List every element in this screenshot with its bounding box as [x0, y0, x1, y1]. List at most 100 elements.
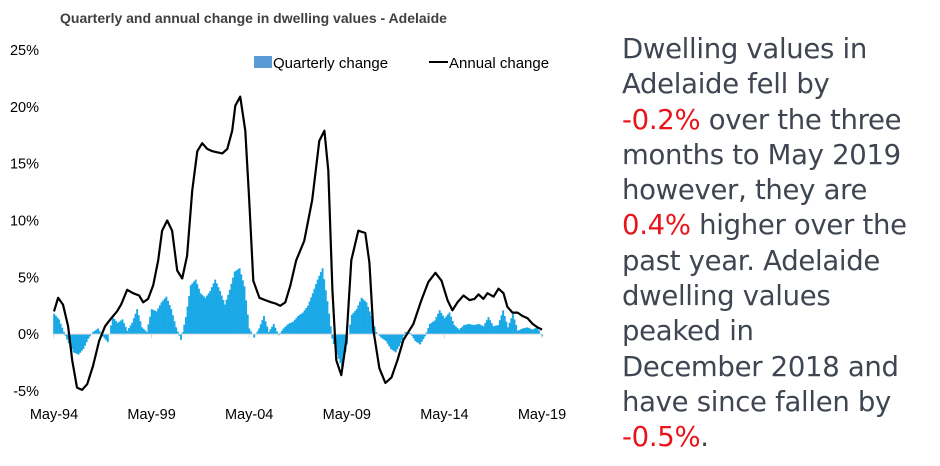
- y-tick-label: 0%: [18, 327, 39, 343]
- quarterly-bar: [295, 317, 298, 335]
- quarterly-bar: [245, 300, 248, 335]
- legend-label-annual: Annual change: [449, 55, 549, 72]
- quarterly-bar: [206, 295, 209, 335]
- quarterly-bar: [142, 328, 145, 335]
- quarterly-bar: [292, 321, 295, 335]
- quarterly-bar: [225, 299, 228, 335]
- quarterly-bar: [228, 289, 231, 335]
- quarterly-bar: [428, 323, 431, 335]
- commentary-line: months to May 2019: [622, 138, 940, 173]
- quarterly-bar: [105, 334, 108, 341]
- quarterly-bar: [510, 318, 513, 335]
- quarterly-bar: [240, 274, 243, 335]
- quarterly-bar: [454, 326, 457, 335]
- quarterly-bar: [362, 299, 365, 335]
- quarterly-bar: [339, 334, 342, 363]
- quarterly-bar: [311, 293, 314, 335]
- quarterly-bar: [261, 320, 264, 335]
- quarterly-bar: [427, 328, 430, 335]
- quarterly-bar: [485, 320, 488, 335]
- quarterly-bar: [489, 320, 492, 335]
- quarterly-bar: [422, 334, 425, 340]
- quarterly-bar: [331, 334, 334, 339]
- commentary-segment: dwelling values: [622, 280, 831, 313]
- quarterly-bar: [425, 332, 428, 335]
- quarterly-bar: [437, 313, 440, 335]
- commentary-segment: past year. Adelaide: [622, 244, 880, 277]
- quarterly-bar: [370, 315, 373, 335]
- quarterly-bar: [235, 270, 238, 335]
- quarterly-bar: [97, 328, 100, 335]
- quarterly-bar: [450, 316, 453, 335]
- quarterly-bar: [237, 269, 239, 335]
- y-tick-label: 25%: [10, 43, 39, 59]
- quarterly-bar: [79, 334, 82, 353]
- quarterly-bar: [459, 328, 462, 335]
- quarterly-bar: [214, 279, 217, 335]
- quarterly-bar: [84, 334, 87, 346]
- quarterly-bar: [77, 334, 80, 355]
- quarterly-bar: [497, 325, 500, 335]
- quarterly-bar: [305, 308, 308, 335]
- quarterly-bar: [155, 311, 158, 335]
- quarterly-bar: [445, 316, 448, 335]
- quarterly-bar: [412, 334, 415, 339]
- quarterly-bar: [59, 323, 62, 335]
- quarterly-bar: [435, 317, 438, 335]
- quarterly-bar: [147, 324, 150, 335]
- quarterly-bar: [276, 331, 278, 335]
- quarterly-bar: [375, 331, 378, 335]
- quarterly-bar: [64, 334, 67, 336]
- quarterly-bar: [145, 331, 148, 335]
- quarterly-bar: [368, 311, 371, 335]
- quarterly-bar: [101, 334, 104, 337]
- quarterly-bar: [360, 297, 363, 335]
- quarterly-bar: [193, 281, 196, 335]
- commentary-segment: have since fallen by: [622, 385, 892, 418]
- quarterly-bar: [389, 334, 392, 349]
- quarterly-bar: [396, 334, 399, 350]
- quarterly-bar: [385, 334, 387, 341]
- x-tick-label: May-09: [323, 407, 371, 423]
- highlight-value: -0.5%: [622, 421, 701, 454]
- quarterly-bar: [124, 326, 127, 335]
- quarterly-bar: [328, 313, 331, 335]
- quarterly-bar: [183, 324, 186, 335]
- quarterly-bar: [528, 328, 531, 335]
- quarterly-bar: [411, 334, 413, 336]
- quarterly-bar: [341, 334, 344, 368]
- quarterly-bar: [534, 328, 537, 335]
- chart-title: Quarterly and annual change in dwelling …: [60, 10, 447, 26]
- quarterly-bar: [128, 328, 130, 335]
- quarterly-bar: [414, 334, 417, 341]
- quarterly-bar: [215, 283, 218, 335]
- commentary-segment: Dwelling values in: [622, 33, 867, 65]
- quarterly-bar: [313, 288, 316, 335]
- quarterly-bar: [222, 300, 225, 335]
- quarterly-bar: [137, 315, 140, 335]
- quarterly-bar: [248, 328, 251, 335]
- commentary-line: Dwelling values in: [622, 32, 940, 67]
- quarterly-bar: [469, 324, 472, 335]
- quarterly-bar: [72, 334, 75, 353]
- quarterly-bar: [217, 287, 220, 335]
- annual-change-line: [52, 95, 543, 391]
- x-axis-ticks: May-94 May-99 May-04 May-09 May-14 May-19: [30, 407, 566, 423]
- commentary-segment: Adelaide fell by: [622, 68, 830, 101]
- quarterly-bar: [456, 328, 459, 335]
- quarterly-bar: [53, 313, 56, 335]
- quarterly-bar: [282, 328, 285, 335]
- quarterly-bar: [171, 315, 174, 335]
- quarterly-bar: [402, 334, 405, 336]
- highlight-value: 0.4%: [622, 209, 691, 242]
- quarterly-bar: [157, 308, 160, 335]
- quarterly-bar: [131, 322, 134, 335]
- quarterly-bar: [121, 319, 124, 335]
- quarterly-bar: [440, 312, 443, 335]
- quarterly-bar: [204, 297, 207, 335]
- commentary-segment: peaked in: [622, 315, 754, 348]
- quarterly-bar: [381, 334, 384, 339]
- y-tick-label: -5%: [13, 384, 39, 400]
- quarterly-bar: [537, 330, 540, 335]
- quarterly-bar: [110, 325, 113, 335]
